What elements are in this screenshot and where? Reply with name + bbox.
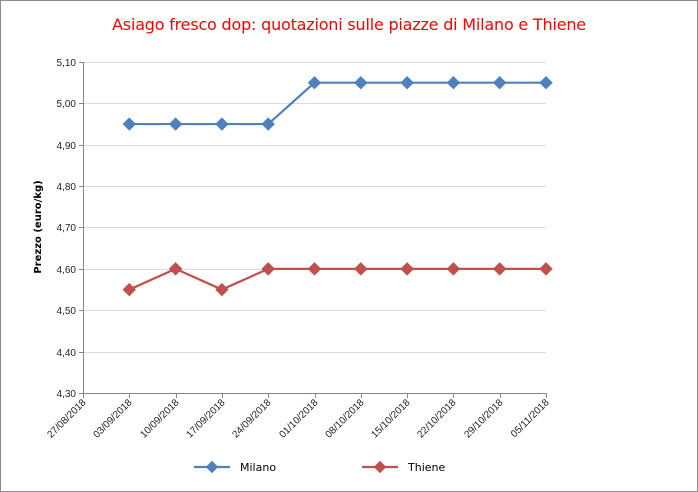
series-layer (122, 75, 553, 297)
legend-marker-milano (205, 460, 219, 474)
legend-label-milano: Milano (240, 461, 276, 474)
series-milano (122, 75, 553, 131)
legend-marker-thiene (373, 460, 387, 474)
data-point-milano (307, 75, 322, 90)
y-tick-label: 4,80 (57, 182, 77, 193)
data-point-milano (446, 75, 461, 90)
legend-item-milano: Milano (194, 460, 276, 474)
x-tick-label: 22/10/2018 (415, 397, 458, 440)
y-tick-label: 4,60 (57, 265, 77, 276)
data-point-thiene (400, 262, 414, 276)
legend-label-thiene: Thiene (407, 461, 445, 474)
x-tick-label: 24/09/2018 (230, 397, 273, 440)
data-point-thiene (354, 262, 368, 276)
gridlines (83, 62, 546, 394)
axes (79, 62, 547, 398)
data-point-milano (261, 117, 275, 131)
x-tick-label: 29/10/2018 (462, 397, 505, 440)
y-tick-label: 5,10 (57, 58, 77, 69)
x-tick-label: 08/10/2018 (323, 397, 366, 440)
x-tick-labels: 27/08/2018 03/09/2018 10/09/2018 17/09/2018… (45, 397, 551, 440)
chart-title: Asiago fresco dop: quotazioni sulle piaz… (112, 15, 586, 34)
data-point-milano (354, 75, 368, 90)
data-point-milano (400, 75, 414, 90)
y-tick-label: 4,50 (57, 306, 77, 317)
legend-item-thiene: Thiene (362, 460, 445, 474)
x-tick-label: 17/09/2018 (184, 397, 227, 440)
x-tick-label: 01/10/2018 (277, 397, 320, 440)
legend: Milano Thiene (194, 460, 445, 474)
data-point-milano (492, 75, 507, 90)
x-tick-label: 03/09/2018 (91, 397, 134, 440)
series-thiene (122, 262, 553, 297)
y-tick-label: 4,70 (57, 223, 77, 234)
data-point-thiene (446, 262, 461, 276)
series-line-milano (129, 81, 546, 126)
x-tick-label: 27/08/2018 (45, 397, 88, 440)
x-tick-label: 15/10/2018 (369, 397, 412, 440)
data-point-thiene (122, 282, 137, 297)
series-line-thiene (128, 267, 546, 291)
data-point-milano (215, 117, 229, 131)
data-point-milano (168, 117, 183, 131)
y-axis-label: Prezzo (euro/kg) (33, 180, 44, 273)
y-tick-label: 4,40 (57, 348, 77, 359)
x-tick-label: 05/11/2018 (509, 397, 552, 440)
data-point-thiene (492, 262, 507, 276)
x-tick-label: 10/09/2018 (138, 397, 181, 440)
y-tick-labels: 4,30 4,40 4,50 4,60 4,70 4,80 4,90 5,00 5,10 (57, 58, 77, 400)
y-tick-label: 5,00 (57, 99, 77, 110)
data-point-thiene (539, 262, 553, 276)
y-tick-label: 4,30 (57, 389, 77, 400)
data-point-thiene (215, 282, 229, 297)
data-point-thiene (168, 262, 183, 276)
data-point-thiene (307, 262, 322, 276)
data-point-thiene (261, 262, 275, 276)
data-point-milano (539, 75, 553, 90)
data-point-milano (122, 117, 137, 131)
y-tick-label: 4,90 (57, 141, 77, 152)
